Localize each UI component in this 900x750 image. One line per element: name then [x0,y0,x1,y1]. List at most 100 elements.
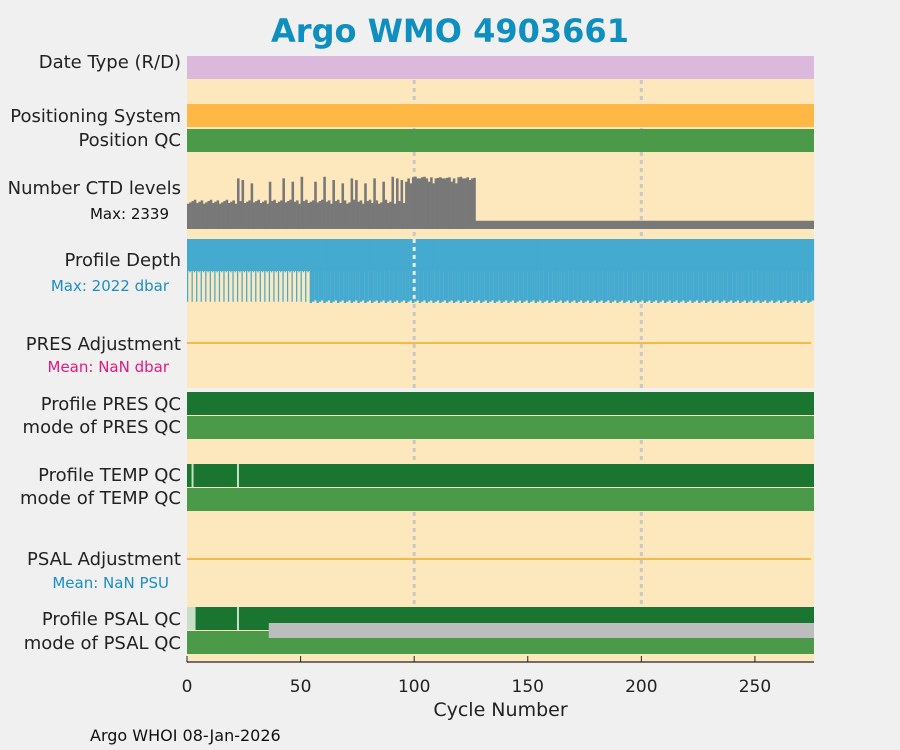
depth-bar-70 [346,239,349,302]
depth-bar-225 [698,239,701,303]
ctd-bar-103 [420,177,424,229]
ctd-bar-106 [427,181,431,229]
depth-bar-209 [661,239,665,301]
ctd-bar-33 [261,201,265,229]
depth-bar-244 [741,239,744,302]
ctd-bar-80 [368,199,372,229]
ctd-bar-later [473,220,814,229]
depth-bar-88 [386,239,390,302]
ctd-bar-59 [321,199,324,229]
depth-bar-187 [611,239,615,302]
ctd-bar-88 [386,203,390,229]
depth-bar-265 [789,239,792,302]
depth-bar-204 [650,239,653,303]
depth-bar-51 [302,239,305,273]
label-mode-psal-qc: mode of PSAL QC [23,633,181,654]
ctd-bar-28 [250,183,254,229]
depth-bar-259 [775,239,778,302]
ctd-max-text: Max: 2339 [89,205,169,223]
ctd-bar-93 [398,201,401,229]
depth-bar-101 [416,239,419,301]
depth-bar-90 [391,239,394,303]
ctd-bar-95 [402,203,406,229]
depth-bar-222 [691,239,694,303]
ctd-bar-44 [286,201,290,229]
depth-bar-151 [530,239,533,302]
ctd-bar-76 [359,200,363,229]
label-profile-temp-qc: Profile TEMP QC [38,465,181,486]
depth-bar-250 [754,239,758,302]
label-profile-psal-qc: Profile PSAL QC [41,609,181,630]
depth-bar-138 [500,239,503,303]
ctd-bar-69 [343,200,347,229]
ctd-bar-29 [252,202,256,229]
temp-qc-band [187,464,814,487]
depth-bar-255 [766,239,769,303]
depth-bar-98 [409,239,413,301]
ctd-bar-56 [314,181,317,229]
depth-bar-201 [643,239,647,303]
depth-bar-234 [718,239,721,303]
depth-bar-46 [291,239,293,302]
ctd-bar-60 [323,176,326,229]
depth-bar-108 [432,239,435,303]
depth-bar-114 [445,239,449,303]
pres-mean-text: Mean: NaN dbar [47,358,170,376]
depth-bar-232 [714,239,717,302]
x-tick-label-200: 200 [625,677,658,697]
depth-bar-85 [380,239,383,302]
depth-bar-12 [214,239,216,302]
ctd-bar-3 [193,199,197,229]
ctd-bar-66 [336,199,340,229]
depth-bar-117 [452,239,456,303]
depth-bar-275 [811,239,815,301]
depth-bar-2 [191,239,193,302]
depth-bar-93 [398,239,401,303]
depth-bar-65 [334,239,338,301]
depth-bar-167 [566,239,569,301]
ctd-bar-68 [341,183,345,229]
depth-bar-267 [793,239,796,303]
depth-bar-198 [636,239,640,303]
depth-bar-54 [309,239,313,303]
depth-bar-266 [791,239,794,301]
depth-bar-252 [759,239,762,303]
depth-bar-150 [527,239,531,303]
depth-bar-37 [271,239,273,273]
depth-bar-57 [316,239,319,303]
depth-bar-24 [241,239,243,302]
depth-bar-136 [495,239,499,302]
depth-bar-77 [361,239,365,301]
depth-bar-75 [357,239,360,303]
ctd-bar-90 [391,176,395,229]
depth-bar-228 [704,239,708,303]
depth-bar-146 [518,239,522,301]
depth-bar-156 [541,239,544,303]
depth-bar-148 [523,239,526,302]
depth-bar-193 [625,239,628,302]
depth-bar-5 [198,239,200,273]
ctd-bar-71 [348,202,351,229]
depth-bar-35 [266,239,268,273]
ctd-bar-49 [298,203,301,229]
depth-bar-181 [598,239,601,302]
depth-bar-173 [580,239,583,301]
depth-bar-249 [752,239,756,303]
depth-bar-212 [668,239,671,301]
depth-bar-47 [293,239,296,273]
depth-bar-129 [480,239,483,303]
ctd-bar-19 [230,201,233,229]
depth-bar-135 [493,239,497,303]
depth-bar-161 [552,239,556,301]
depth-bar-38 [273,239,275,302]
depth-bar-121 [461,239,465,302]
depth-bar-112 [441,239,444,302]
ctd-bar-102 [418,178,422,229]
psal-mode-gray [268,623,815,638]
depth-bar-1 [189,239,191,273]
depth-bar-210 [664,239,667,303]
x-tick-label-150: 150 [511,677,544,697]
depth-bar-120 [459,239,462,303]
ctd-bar-35 [266,203,270,229]
